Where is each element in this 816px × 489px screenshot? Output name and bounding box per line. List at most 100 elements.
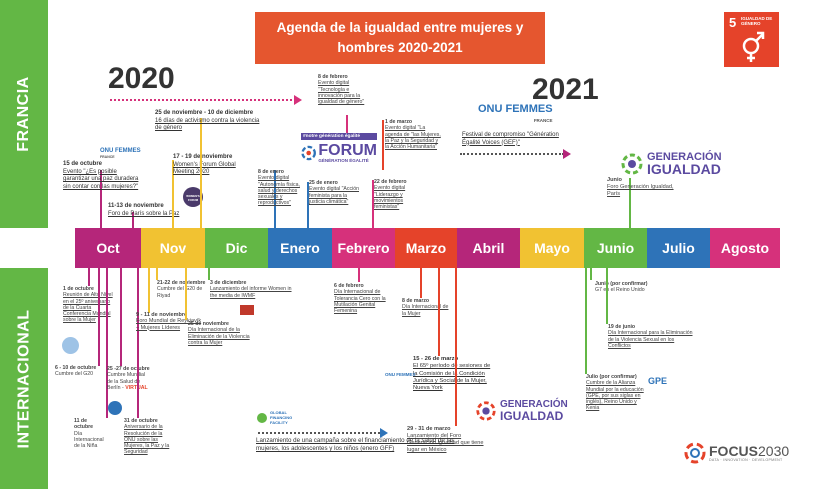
generacion-igualdad-circle-icon [621,153,643,175]
connector-nov17 [172,160,174,228]
event-int-oct11: 11 de octubre Día Internacional de la Ni… [74,418,104,450]
iwmf-logo [240,305,254,315]
gen-igualdad-word2: IGUALDAD [647,161,721,177]
arrow-2020-head [294,95,302,105]
connector-oct25 [120,268,122,366]
event-fr-feb22: 22 de febrero Evento digital "Liderazgo … [374,179,407,211]
side-label-internacional: INTERNACIONAL [15,309,32,448]
connector-jun-g7 [590,268,592,280]
gen-igualdad-bottom-word2: IGUALDAD [500,409,564,423]
womens-forum-logo: WOMEN'S FORUM [183,187,203,207]
connector-mar8 [420,268,422,298]
month-oct: Oct [75,228,141,268]
page-title: Agenda de la igualdad entre mujeres y ho… [255,12,545,64]
connector-jan25 [307,182,309,228]
month-junio: Junio [584,228,647,268]
event-int-feb6: 6 de febrero Día Internacional de Tolera… [334,283,386,315]
arrow-2021-line [460,153,564,155]
event-fr-jan25: 25 de enero Evento digital "Acción femin… [309,180,359,205]
onu-femmes-logo-large: ONU FEMMES FRANCE [478,103,553,124]
forum-sub: GÉNÉRATION ÉGALITÉ [318,158,369,163]
month-marzo: Marzo [395,228,457,268]
side-label-francia: FRANCIA [15,76,32,152]
connector-oct1 [88,268,90,286]
generacion-igualdad-logo-bottom: GENERACIÓN IGUALDAD [475,400,568,422]
month-abril: Abril [457,228,520,268]
month-agosto: Agosto [710,228,780,268]
focus2030-swirl-icon [684,442,706,464]
connector-jun-paris [629,178,631,228]
event-fr-nov11: 11-13 de noviembre Foro de París sobre l… [108,203,180,217]
connector-nov25 [200,118,202,228]
event-int-oct1: 1 de octubre Reunión de Alto Nivel en el… [63,286,113,324]
event-fr-nov25: 25 de noviembre - 10 de diciembre 16 día… [155,110,260,132]
event-fr-mar1: 1 de marzo Evento digital "La agenda de … [385,119,441,151]
event-int-mar8: 8 de marzo Día Internacional de la Mujer [402,298,449,317]
month-mayo: Mayo [520,228,584,268]
side-band-francia: FRANCIA [0,0,48,228]
event-int-nov9: 9 - 11 de noviembre Foro Mundial de Reyk… [136,312,202,331]
event-int-gpe: Julio (por confirmar) Cumbre de la Alian… [586,374,644,412]
connector-nov25-int [185,268,187,320]
month-dic: Dic [205,228,268,268]
generacion-igualdad-logo-top: GENERACIÓN IGUALDAD [620,152,722,176]
connector-nov11 [132,212,134,228]
year-2020: 2020 [108,62,175,95]
month-enero: Enero [268,228,332,268]
connector-dec3 [208,268,210,280]
event-fr-feb8: 8 de febrero Evento digital "Tecnología … [318,74,365,106]
connector-mar15 [438,268,440,356]
gff-arrow-head [380,428,388,438]
event-fr-jun: Junio Foro Generación Igualdad, París [607,177,674,197]
gen-igualdad-word1: GENERACIÓN [647,151,722,163]
event-int-gff: Lanzamiento de una campaña sobre el fina… [256,437,455,452]
event-int-oct31: 31 de octubre Aniversario de la Resoluci… [124,418,170,456]
connector-jan8 [274,170,276,228]
event-int-nov25: 25 de noviembre Día Internacional de la … [188,321,250,346]
focus2030-logo: FOCUS2030 DATA · INNOVATION · DEVELOPMEN… [684,442,789,464]
sdg5-number: 5 [729,15,737,30]
connector-feb6 [358,268,360,282]
arrow-2020-line [110,99,296,101]
gff-leaf-icon [257,412,267,423]
event-int-oct25: 25 -27 de octubre Cumbre Mundial de la S… [107,366,150,391]
forum-hashtag: #notre génération égalité [301,133,377,140]
gen-igualdad-bottom-word1: GENERACIÓN [500,399,568,410]
gff-arrow-line [258,432,380,434]
connector-oct6 [98,268,100,366]
connector-feb8 [346,115,348,133]
connector-mar29 [455,268,457,426]
month-nov: Nov [141,228,205,268]
connector-feb22 [372,180,374,228]
un-women-logo-small: ONU FEMMES [385,372,416,377]
connector-oct15 [100,170,102,228]
event-int-jun-g7: Junio (por confirmar) G7 en el Reino Uni… [595,281,648,294]
gender-equality-icon [742,31,765,62]
event-fr-nov17: 17 - 19 de noviembre Women's Forum Globa… [173,154,236,176]
event-int-mar29: 29 - 31 de marzo Lanzamiento del Foro Ge… [407,426,484,453]
focus-year: 2030 [758,443,790,459]
event-int-oct6: 6 - 10 de octubre Cumbre del G20 [55,365,97,378]
event-fr-oct15: 15 de octubre Evento "¿Es posible garant… [63,161,139,190]
year-2021: 2021 [532,73,599,106]
forum-circle-icon [301,145,316,161]
world-health-summit-logo [108,401,122,415]
month-julio: Julio [647,228,710,268]
connector-nov9 [148,268,150,313]
event-int-nov21: 21-22 de noviembre Cumbre del G20 de Riy… [157,280,206,299]
side-band-internacional: INTERNACIONAL [0,268,48,489]
onu-femmes-logo-small: ONU FEMMES FRANCE [100,148,141,159]
connector-mar1 [382,120,384,170]
global-financing-facility-logo: GLOBAL FINANCING FACILITY [256,410,304,425]
connector-gpe [585,268,587,374]
connector-nov21 [156,268,158,280]
event-int-mar15: 15 - 26 de marzo El 65º período de sesio… [413,356,491,392]
sdg5-badge: 5 IGUALDAD DE GÉNERO [724,12,779,67]
un-emblem-icon [62,337,79,354]
focus-word: FOCUS [709,443,758,459]
event-fr-jan8: 8 de enero Evento digital "Autonomía fís… [258,169,300,207]
event-int-jun19: 19 de junio Día Internacional para la El… [608,324,693,349]
connector-oct31 [137,268,139,418]
focus-sub: DATA · INNOVATION · DEVELOPMENT [709,458,783,462]
generacion-igualdad-bottom-circle-icon [476,401,496,421]
